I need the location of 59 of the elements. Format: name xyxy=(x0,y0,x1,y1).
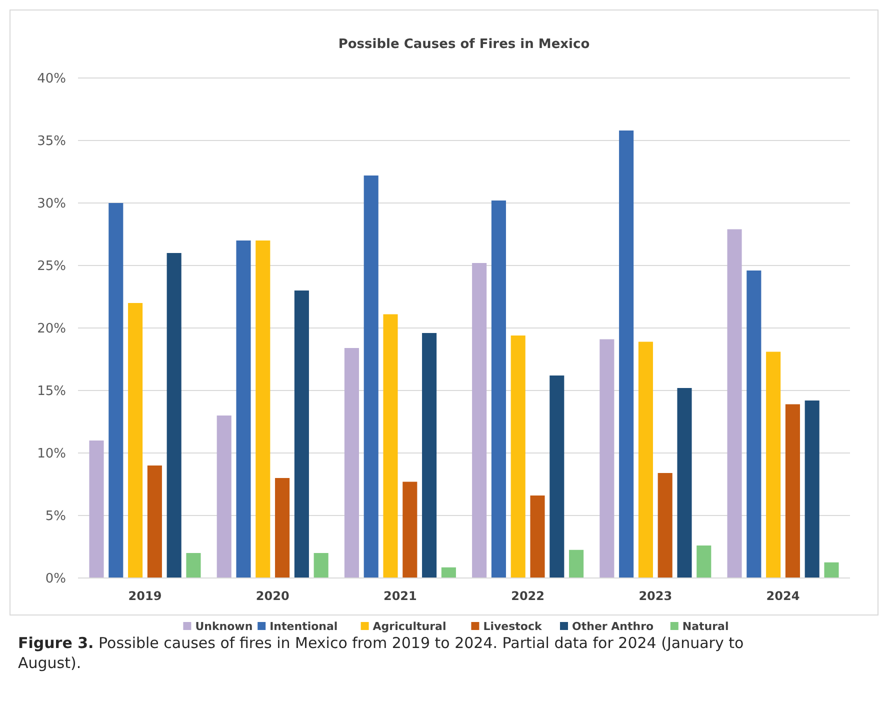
bar xyxy=(402,482,418,578)
bar xyxy=(677,388,692,578)
bar xyxy=(294,290,309,578)
bar xyxy=(108,203,124,578)
legend-label: Natural xyxy=(682,620,729,633)
legend-label: Agricultural xyxy=(372,620,446,633)
y-tick-label: 20% xyxy=(37,322,66,337)
y-tick-label: 25% xyxy=(37,259,66,274)
bar xyxy=(128,303,143,578)
x-tick-label: 2019 xyxy=(128,589,162,603)
bar xyxy=(89,440,104,578)
bar xyxy=(619,130,634,578)
y-tick-label: 30% xyxy=(37,196,66,212)
bar xyxy=(766,352,781,578)
bar xyxy=(530,496,545,578)
y-tick-label: 0% xyxy=(45,572,66,587)
bar xyxy=(364,176,378,578)
x-tick-label: 2022 xyxy=(511,589,545,603)
bar xyxy=(383,314,398,578)
bar xyxy=(441,567,456,578)
bar xyxy=(314,553,328,578)
y-tick-label: 35% xyxy=(37,134,66,150)
bar xyxy=(658,473,672,578)
x-tick-label: 2020 xyxy=(256,589,290,603)
bar xyxy=(344,348,359,578)
bar xyxy=(166,253,182,578)
legend-label: Other Anthro xyxy=(572,620,654,633)
bar xyxy=(422,333,437,578)
bar xyxy=(746,270,762,578)
bar xyxy=(600,339,614,578)
bar xyxy=(472,263,487,578)
bar xyxy=(147,466,162,578)
y-tick-label: 15% xyxy=(37,384,66,400)
bar xyxy=(824,562,839,578)
legend-label: Livestock xyxy=(483,620,542,633)
x-tick-label: 2021 xyxy=(383,589,417,603)
caption: Figure 3. Possible causes of fires in Mexico from 2019 to 2024. Partial data for 2024 (January to August). xyxy=(18,634,744,672)
bar xyxy=(785,404,800,578)
bar xyxy=(569,550,584,578)
y-tick-label: 10% xyxy=(37,446,66,462)
bar xyxy=(696,546,712,578)
y-tick-label: 5% xyxy=(45,509,66,524)
x-tick-label: 2024 xyxy=(766,589,800,603)
bar xyxy=(638,342,653,578)
bar xyxy=(236,240,251,578)
bar xyxy=(186,553,201,578)
x-tick-label: 2023 xyxy=(638,589,672,603)
bar xyxy=(491,200,506,578)
y-tick-label: 40% xyxy=(37,72,66,87)
bar xyxy=(550,376,564,578)
bar xyxy=(216,416,232,578)
chart-title: Possible Causes of Fires in Mexico xyxy=(338,37,590,52)
bar xyxy=(727,229,742,578)
bar xyxy=(256,240,270,578)
bar xyxy=(804,400,820,578)
legend-label: Intentional xyxy=(270,620,338,633)
bar xyxy=(510,336,526,578)
bar xyxy=(275,478,290,578)
legend-label: Unknown xyxy=(195,620,253,633)
